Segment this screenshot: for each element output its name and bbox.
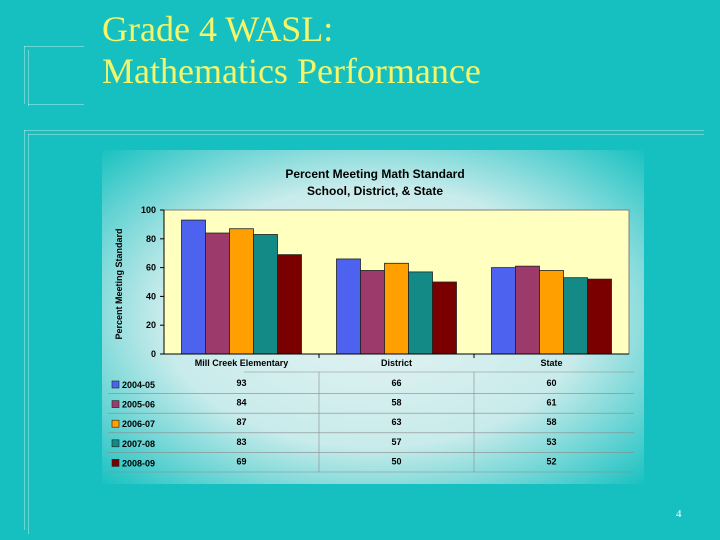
legend-swatch xyxy=(111,419,120,428)
legend-label: 2005-06 xyxy=(122,400,155,410)
bar xyxy=(491,267,516,355)
bar xyxy=(587,278,612,355)
decor-line xyxy=(24,130,704,131)
y-tick-label: 100 xyxy=(141,205,156,215)
y-axis-label: Percent Meeting Standard xyxy=(114,228,124,339)
y-tick-label: 40 xyxy=(146,291,156,301)
table-cell: 84 xyxy=(236,398,246,408)
decor-line xyxy=(28,134,704,135)
bar-chart: Percent Meeting Math Standard School, Di… xyxy=(108,167,634,473)
bar xyxy=(277,254,302,355)
table-cell: 60 xyxy=(546,378,556,388)
table-cell: 66 xyxy=(391,378,401,388)
y-tick-label: 80 xyxy=(146,234,156,244)
table-cell: 52 xyxy=(546,456,556,466)
legend-label: 2008-09 xyxy=(122,458,155,468)
legend-swatch xyxy=(111,439,120,448)
slide-title: Grade 4 WASL: Mathematics Performance xyxy=(102,8,481,92)
table-cell: 50 xyxy=(391,456,401,466)
x-tick-label: State xyxy=(540,358,562,368)
decor-line xyxy=(28,134,29,534)
decor-line xyxy=(24,130,25,530)
bar xyxy=(229,228,254,355)
table-cell: 69 xyxy=(236,456,246,466)
table-cell: 61 xyxy=(546,398,556,408)
y-tick-label: 0 xyxy=(151,349,156,359)
slide-title-line1: Grade 4 WASL: xyxy=(102,9,334,49)
table-cell: 58 xyxy=(391,398,401,408)
bar xyxy=(360,270,385,355)
chart-subtitle: School, District, & State xyxy=(307,184,443,198)
bar xyxy=(539,270,564,355)
decor-line xyxy=(28,104,84,105)
table-cell: 83 xyxy=(236,437,246,447)
page-number: 4 xyxy=(676,508,682,520)
x-tick-label: Mill Creek Elementary xyxy=(195,358,289,368)
table-cell: 93 xyxy=(236,378,246,388)
legend-label: 2004-05 xyxy=(122,380,155,390)
table-cell: 58 xyxy=(546,417,556,427)
bar xyxy=(253,234,278,355)
decor-line xyxy=(24,46,25,104)
table-cell: 57 xyxy=(391,437,401,447)
table-cell: 63 xyxy=(391,417,401,427)
legend-swatch xyxy=(111,400,120,408)
chart-title: Percent Meeting Math Standard xyxy=(285,167,464,181)
decor-line xyxy=(24,46,84,47)
legend-label: 2007-08 xyxy=(122,439,155,449)
table-cell: 53 xyxy=(546,437,556,447)
y-tick-label: 60 xyxy=(146,263,156,273)
bar xyxy=(563,277,588,355)
decor-line xyxy=(28,50,29,106)
bar xyxy=(432,281,457,355)
bar xyxy=(384,262,409,355)
table-cell: 87 xyxy=(236,417,246,427)
legend-swatch xyxy=(111,459,120,467)
legend-swatch xyxy=(111,380,120,389)
x-tick-label: District xyxy=(381,358,412,368)
bar xyxy=(408,271,433,355)
legend-label: 2006-07 xyxy=(122,419,155,429)
bar xyxy=(336,258,361,355)
y-tick-label: 20 xyxy=(146,320,156,330)
slide-title-line2: Mathematics Performance xyxy=(102,51,481,91)
chart-panel: Percent Meeting Math Standard School, Di… xyxy=(102,150,644,484)
bar xyxy=(181,219,206,355)
bar xyxy=(515,265,540,355)
bar xyxy=(205,232,230,355)
